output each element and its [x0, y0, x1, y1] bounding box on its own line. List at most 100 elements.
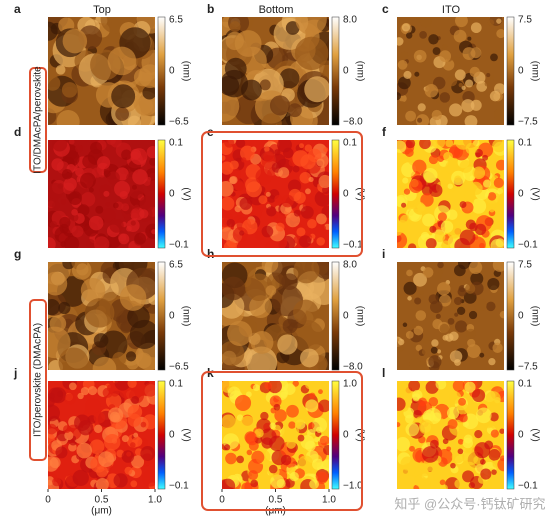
- texture: [115, 107, 130, 121]
- texture: [430, 268, 443, 280]
- texture: [402, 177, 409, 184]
- texture: [419, 400, 426, 407]
- texture: [445, 140, 454, 148]
- texture: [111, 84, 136, 109]
- texture: [48, 21, 58, 41]
- colorbar: [157, 16, 166, 126]
- texture: [397, 338, 405, 346]
- texture: [490, 429, 499, 438]
- texture: [467, 338, 476, 348]
- texture: [131, 184, 137, 190]
- texture: [397, 422, 401, 428]
- texture: [470, 99, 482, 111]
- texture: [415, 344, 423, 352]
- texture: [490, 238, 504, 248]
- texture: [285, 21, 300, 35]
- texture: [397, 226, 403, 236]
- texture: [496, 28, 504, 39]
- colorbar: [331, 139, 340, 249]
- texture: [413, 272, 427, 287]
- texture: [135, 96, 154, 115]
- texture: [469, 66, 480, 78]
- texture: [249, 389, 261, 401]
- colorbar: [506, 380, 515, 490]
- texture: [432, 47, 441, 55]
- texture: [223, 240, 237, 248]
- texture: [420, 79, 429, 88]
- texture: [261, 262, 279, 273]
- row-label: ITO/perovskite (DMAcPA): [33, 323, 44, 437]
- texture: [465, 283, 476, 294]
- texture: [267, 194, 276, 203]
- colorbar: [157, 139, 166, 249]
- texture: [309, 392, 316, 399]
- texture: [497, 188, 504, 195]
- texture: [482, 154, 489, 161]
- texture: [405, 414, 414, 424]
- texture: [93, 333, 109, 348]
- texture: [307, 218, 317, 229]
- texture: [288, 421, 296, 429]
- texture: [489, 90, 501, 102]
- texture: [51, 201, 61, 210]
- panel-letter: g: [14, 247, 21, 261]
- texture: [151, 229, 155, 235]
- texture: [298, 235, 312, 248]
- texture: [294, 36, 329, 71]
- texture: [461, 85, 466, 90]
- texture: [467, 36, 472, 41]
- texture: [472, 166, 486, 180]
- texture: [269, 435, 285, 452]
- texture: [222, 397, 230, 406]
- texture: [453, 296, 463, 306]
- texture: [281, 194, 294, 208]
- texture: [465, 142, 478, 155]
- texture: [293, 299, 319, 325]
- texture: [258, 195, 268, 205]
- colorbar-tick-label: 1.0: [343, 379, 357, 390]
- colorbar: [331, 261, 340, 371]
- texture: [255, 168, 273, 186]
- x-tick-label: 1.0: [322, 495, 336, 506]
- texture: [98, 451, 115, 468]
- texture: [462, 421, 469, 428]
- texture: [443, 151, 453, 162]
- texture: [224, 57, 247, 80]
- x-axis-label: (μm): [265, 506, 286, 517]
- texture: [497, 194, 504, 206]
- afm-image: [48, 140, 155, 248]
- texture: [274, 195, 283, 204]
- texture: [76, 263, 89, 276]
- texture: [397, 37, 404, 46]
- texture: [109, 411, 121, 423]
- texture: [459, 201, 467, 209]
- panel-letter: c: [382, 2, 389, 16]
- texture: [319, 435, 329, 446]
- texture: [311, 417, 328, 433]
- texture: [229, 175, 238, 185]
- texture: [138, 64, 155, 89]
- texture: [414, 297, 422, 305]
- x-tick-label: 1.0: [148, 495, 162, 506]
- texture: [280, 391, 288, 399]
- texture: [406, 269, 413, 277]
- texture: [447, 419, 458, 430]
- texture: [482, 179, 492, 188]
- texture: [322, 459, 329, 471]
- colorbar-tick-label: 7.5: [518, 15, 532, 26]
- texture: [459, 413, 468, 423]
- texture: [49, 221, 58, 229]
- texture: [294, 191, 306, 204]
- texture: [450, 462, 456, 469]
- texture: [146, 146, 155, 159]
- texture: [273, 403, 281, 411]
- texture: [449, 331, 459, 341]
- texture: [112, 202, 119, 209]
- column-header: ITO: [442, 4, 461, 16]
- texture: [93, 424, 103, 434]
- texture: [277, 140, 292, 153]
- texture: [52, 477, 62, 487]
- texture: [320, 381, 326, 384]
- texture: [127, 305, 150, 329]
- texture: [248, 470, 259, 481]
